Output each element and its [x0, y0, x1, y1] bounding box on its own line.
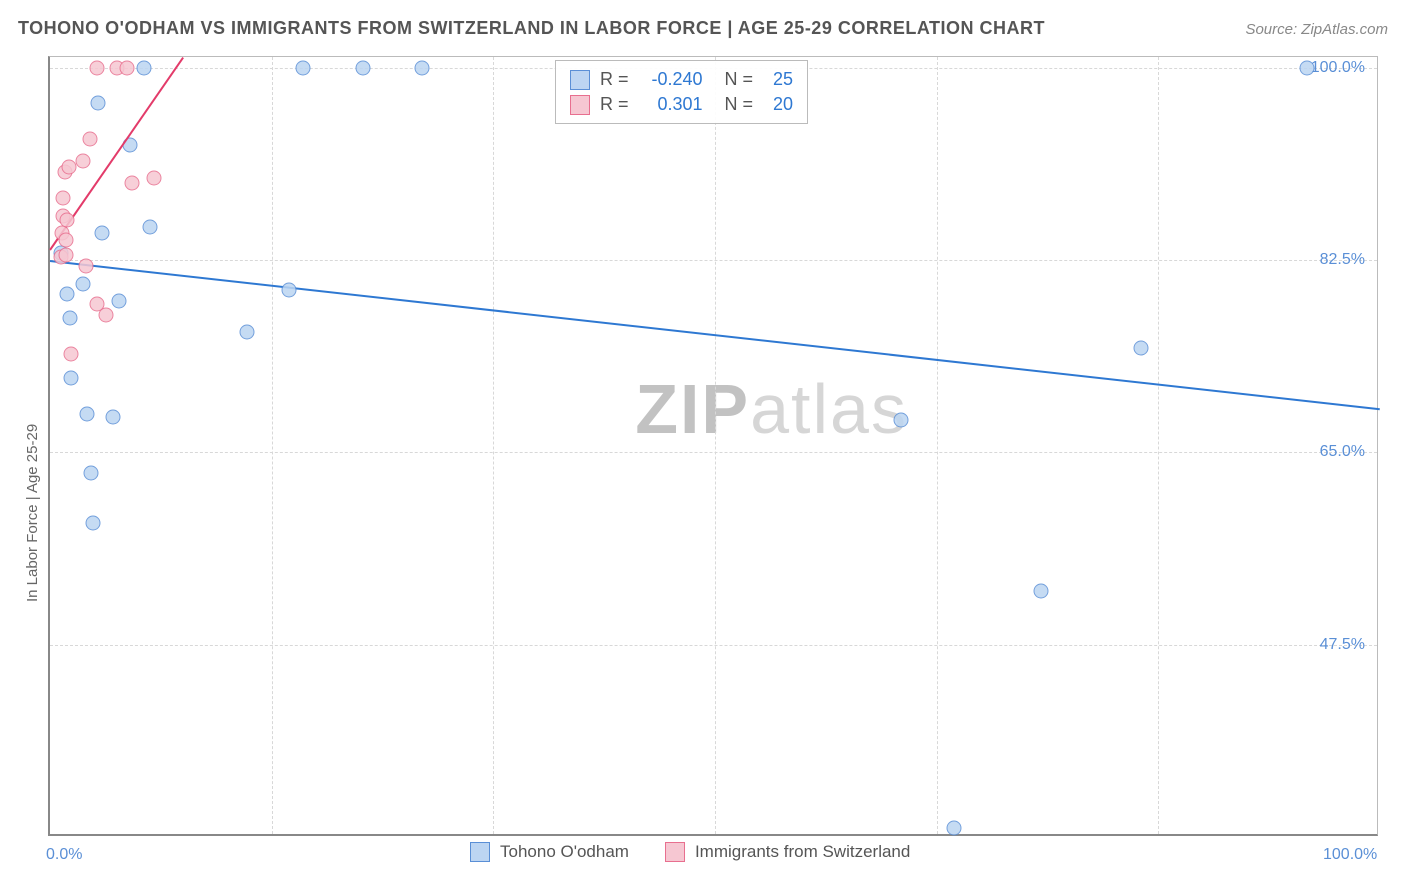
r-label: R =: [600, 94, 629, 115]
data-point: [94, 225, 109, 240]
legend-label: Immigrants from Switzerland: [695, 842, 910, 862]
info-row: R = 0.301 N = 20: [570, 92, 793, 117]
n-label: N =: [725, 94, 754, 115]
data-point: [1299, 60, 1314, 75]
data-point: [76, 154, 91, 169]
data-point: [64, 346, 79, 361]
info-row: R = -0.240 N = 25: [570, 67, 793, 92]
data-point: [64, 370, 79, 385]
legend-swatch: [470, 842, 490, 862]
data-point: [80, 407, 95, 422]
data-point: [295, 60, 310, 75]
data-point: [146, 170, 161, 185]
data-point: [105, 410, 120, 425]
data-point: [60, 212, 75, 227]
data-point: [282, 282, 297, 297]
data-point: [98, 308, 113, 323]
y-tick-label: 100.0%: [1311, 59, 1365, 77]
y-tick-label: 65.0%: [1320, 443, 1365, 461]
r-value: 0.301: [639, 94, 703, 115]
r-label: R =: [600, 69, 629, 90]
grid-line-h: [50, 645, 1377, 646]
data-point: [125, 176, 140, 191]
r-value: -0.240: [639, 69, 703, 90]
data-point: [137, 60, 152, 75]
grid-line-v: [272, 57, 273, 834]
grid-line-h: [50, 452, 1377, 453]
data-point: [89, 60, 104, 75]
legend: Tohono O'odham Immigrants from Switzerlan…: [470, 842, 910, 862]
y-tick-label: 82.5%: [1320, 251, 1365, 269]
data-point: [82, 132, 97, 147]
legend-item: Immigrants from Switzerland: [665, 842, 910, 862]
data-point: [142, 220, 157, 235]
watermark-bold: ZIP: [635, 370, 750, 448]
series-swatch: [570, 70, 590, 90]
source-label: Source: ZipAtlas.com: [1245, 21, 1388, 38]
chart-title: TOHONO O'ODHAM VS IMMIGRANTS FROM SWITZE…: [18, 18, 1045, 39]
data-point: [90, 96, 105, 111]
data-point: [84, 466, 99, 481]
title-bar: TOHONO O'ODHAM VS IMMIGRANTS FROM SWITZE…: [18, 18, 1388, 39]
data-point: [112, 293, 127, 308]
grid-line-h: [50, 260, 1377, 261]
grid-line-v: [493, 57, 494, 834]
data-point: [85, 515, 100, 530]
n-value: 20: [763, 94, 793, 115]
data-point: [56, 190, 71, 205]
grid-line-v: [715, 57, 716, 834]
x-tick-label: 100.0%: [1323, 846, 1377, 864]
y-axis-label: In Labor Force | Age 25-29: [24, 424, 41, 602]
scatter-plot: ZIPatlas 100.0% 82.5% 65.0% 47.5%: [48, 56, 1378, 836]
series-swatch: [570, 95, 590, 115]
data-point: [58, 247, 73, 262]
data-point: [58, 233, 73, 248]
watermark-light: atlas: [750, 370, 908, 448]
data-point: [894, 412, 909, 427]
x-tick-label: 0.0%: [46, 846, 82, 864]
data-point: [62, 311, 77, 326]
legend-item: Tohono O'odham: [470, 842, 629, 862]
grid-line-v: [1158, 57, 1159, 834]
y-tick-label: 47.5%: [1320, 636, 1365, 654]
grid-line-v: [937, 57, 938, 834]
correlation-info-box: R = -0.240 N = 25 R = 0.301 N = 20: [555, 60, 808, 124]
data-point: [60, 287, 75, 302]
data-point: [415, 60, 430, 75]
n-label: N =: [725, 69, 754, 90]
data-point: [76, 277, 91, 292]
data-point: [120, 60, 135, 75]
n-value: 25: [763, 69, 793, 90]
watermark: ZIPatlas: [635, 369, 908, 449]
data-point: [1133, 341, 1148, 356]
data-point: [355, 60, 370, 75]
data-point: [1033, 583, 1048, 598]
data-point: [947, 821, 962, 836]
legend-label: Tohono O'odham: [500, 842, 629, 862]
data-point: [78, 258, 93, 273]
data-point: [239, 324, 254, 339]
data-point: [61, 159, 76, 174]
legend-swatch: [665, 842, 685, 862]
